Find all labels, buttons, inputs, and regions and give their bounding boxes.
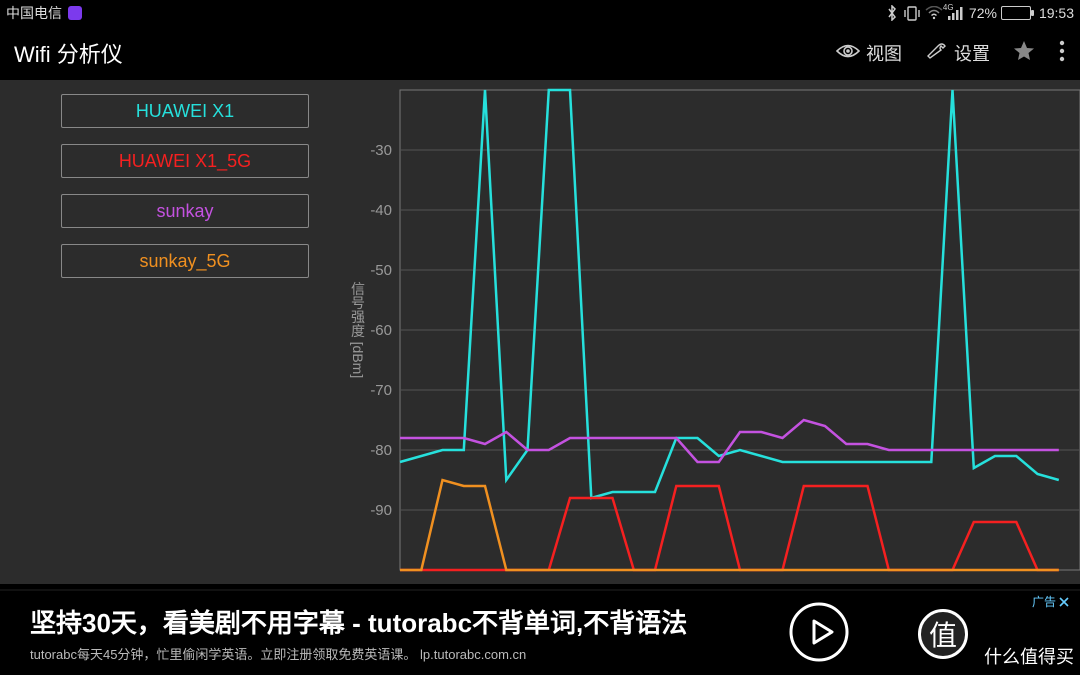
ad-play-button[interactable] xyxy=(788,601,850,668)
android-status-bar: 中国电信 4G 72% 19:53 xyxy=(0,0,1080,26)
series-line xyxy=(400,486,1059,570)
bluetooth-icon xyxy=(885,5,899,21)
view-label: 视图 xyxy=(866,40,902,66)
svg-text:-90: -90 xyxy=(370,502,392,519)
ad-banner[interactable]: 坚持30天，看美剧不用字幕 - tutorabc不背单词,不背语法 tutora… xyxy=(0,589,1080,675)
ad-brand-text: 什么值得买 xyxy=(984,643,1074,669)
svg-text:信号强度 [dBm]: 信号强度 [dBm] xyxy=(350,282,366,378)
network-item[interactable]: HUAWEI X1_5G xyxy=(61,144,309,178)
clock-time: 19:53 xyxy=(1039,5,1074,21)
svg-text:-80: -80 xyxy=(370,442,392,459)
view-button[interactable]: 视图 xyxy=(836,40,902,66)
carrier-app-icon xyxy=(68,6,82,20)
wrench-icon xyxy=(924,41,948,66)
zdm-badge-icon: 值 xyxy=(918,609,968,659)
ad-subtext: tutorabc每天45分钟，忙里偷闲学英语。立即注册领取免费英语课。 lp.t… xyxy=(30,644,687,663)
signal-chart: -30 -40 -50 -60 -70 -80 -90 信号强度 [dBm] xyxy=(340,80,1080,584)
vibrate-icon xyxy=(903,6,921,21)
overflow-menu-button[interactable] xyxy=(1058,40,1066,67)
settings-button[interactable]: 设置 xyxy=(924,40,990,66)
favorite-star-button[interactable] xyxy=(1012,39,1036,68)
main-area: HUAWEI X1 HUAWEI X1_5Gsunkay sunkay_5G -30… xyxy=(0,80,1080,584)
mobile-network-icon: 4G xyxy=(947,6,965,20)
ad-tag[interactable]: 广告 xyxy=(1032,593,1070,610)
network-list: HUAWEI X1 HUAWEI X1_5Gsunkay sunkay_5G xyxy=(0,80,340,584)
eye-icon xyxy=(836,42,860,65)
app-title: Wifi 分析仪 xyxy=(14,37,123,69)
svg-text:-70: -70 xyxy=(370,382,392,399)
svg-text:-30: -30 xyxy=(370,142,392,159)
svg-text:-60: -60 xyxy=(370,322,392,339)
series-line xyxy=(400,420,1059,462)
battery-icon xyxy=(1001,6,1031,20)
carrier-name: 中国电信 xyxy=(6,3,62,23)
app-header: Wifi 分析仪 视图 设置 xyxy=(0,26,1080,80)
wifi-icon xyxy=(925,6,943,20)
network-item[interactable]: sunkay_5G xyxy=(61,244,309,278)
settings-label: 设置 xyxy=(954,40,990,66)
svg-text:-50: -50 xyxy=(370,262,392,279)
chart-svg: -30 -40 -50 -60 -70 -80 -90 信号强度 [dBm] xyxy=(340,80,1080,584)
network-item[interactable]: sunkay xyxy=(61,194,309,228)
close-icon[interactable] xyxy=(1058,596,1070,608)
battery-percent: 72% xyxy=(969,5,997,21)
network-item[interactable]: HUAWEI X1 xyxy=(61,94,309,128)
ad-headline: 坚持30天，看美剧不用字幕 - tutorabc不背单词,不背语法 xyxy=(30,603,687,640)
svg-text:-40: -40 xyxy=(370,202,392,219)
